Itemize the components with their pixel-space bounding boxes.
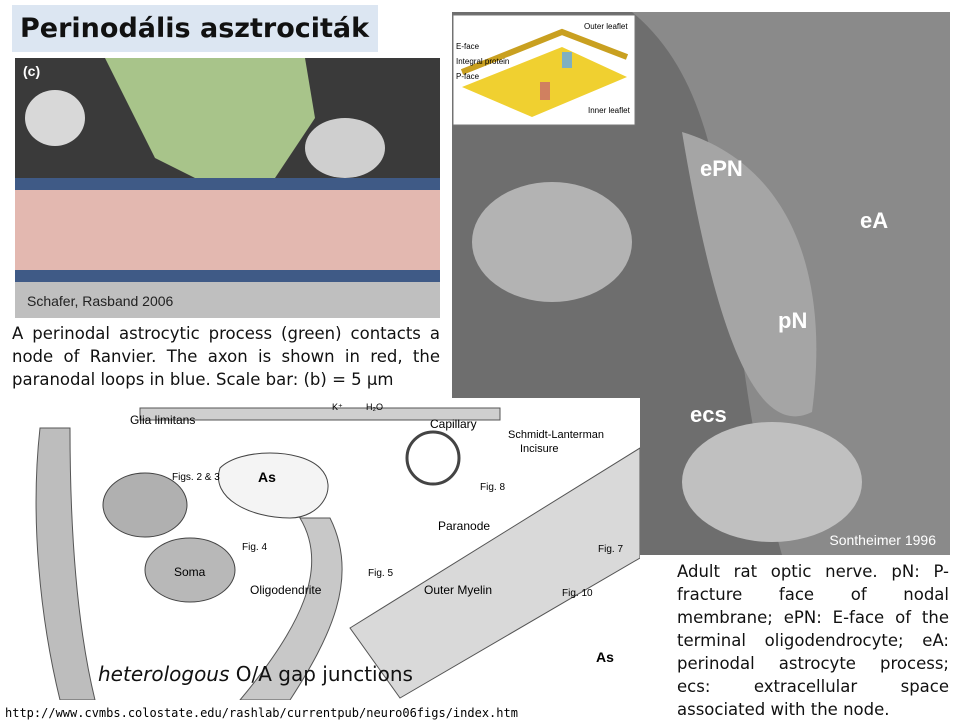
inset-label: Inner leaflet <box>588 106 631 115</box>
inset-label: Integral protein <box>456 57 509 66</box>
caption-text: O/A gap junctions <box>235 662 413 686</box>
schematic-label: Figs. 2 & 3 <box>172 472 220 483</box>
source-url: http://www.cvmbs.colostate.edu/rashlab/c… <box>5 706 518 720</box>
schematic-label: Fig. 8 <box>480 482 505 493</box>
schematic-caption: heterologous O/A gap junctions <box>98 662 413 686</box>
schematic-label: As <box>596 649 614 665</box>
schematic-label: Paranode <box>438 519 490 533</box>
image-label: ePN <box>700 156 743 181</box>
schematic-label: Schmidt-Lanterman <box>508 429 604 441</box>
image-label: ecs <box>690 402 727 427</box>
schematic: Glia limitans K⁺ H₂O Capillary Schmidt-L… <box>0 398 640 700</box>
schematic-label: Glia limitans <box>130 413 195 427</box>
image-label: pN <box>778 308 807 333</box>
inset-label: E-face <box>456 42 480 51</box>
schematic-label: H₂O <box>366 402 383 412</box>
schematic-label: K⁺ <box>332 402 343 412</box>
caption-right: Adult rat optic nerve. pN: P-fracture fa… <box>677 562 949 719</box>
panel-label: (c) <box>23 63 40 79</box>
schematic-label: Oligodendrite <box>250 583 322 597</box>
micrograph-left: (c) Schafer, Rasband 2006 <box>15 58 440 318</box>
schematic-label: Capillary <box>430 417 477 431</box>
schematic-label: Soma <box>174 565 206 579</box>
schematic-label: Fig. 4 <box>242 542 267 553</box>
inset-label: P-face <box>456 72 480 81</box>
image-label: eA <box>860 208 888 233</box>
caption-left: A perinodal astrocytic process (green) c… <box>12 324 440 389</box>
schematic-label: Fig. 10 <box>562 588 593 599</box>
schematic-label: Outer Myelin <box>424 583 492 597</box>
caption-italic: heterologous <box>98 662 230 686</box>
schematic-label: Fig. 7 <box>598 544 623 555</box>
schematic-label: Incisure <box>520 443 559 455</box>
slide-title: Perinodális asztrociták <box>12 5 378 52</box>
schematic-label: As <box>258 469 276 485</box>
schematic-label: Fig. 5 <box>368 568 393 579</box>
credit: Schafer, Rasband 2006 <box>27 293 174 309</box>
inset-label: Outer leaflet <box>584 22 628 31</box>
credit: Sontheimer 1996 <box>829 532 936 548</box>
